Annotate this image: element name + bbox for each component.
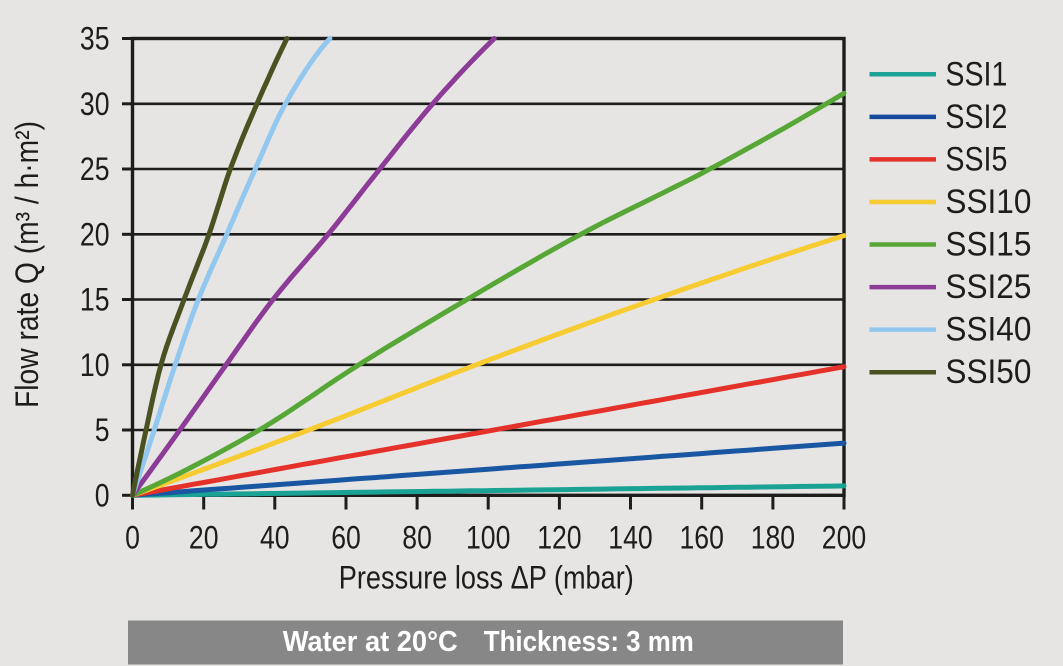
svg-text:35: 35 xyxy=(80,21,110,57)
svg-text:100: 100 xyxy=(466,520,510,556)
svg-text:60: 60 xyxy=(331,520,361,556)
svg-text:Flow rate Q (m³ / h·m²): Flow rate Q (m³ / h·m²) xyxy=(9,121,45,408)
svg-text:10: 10 xyxy=(80,347,110,383)
svg-text:SSI1: SSI1 xyxy=(945,55,1007,93)
svg-text:SSI10: SSI10 xyxy=(945,183,1031,221)
svg-text:20: 20 xyxy=(80,217,110,253)
svg-text:Water at 20°C: Water at 20°C xyxy=(283,626,458,658)
svg-text:SSI25: SSI25 xyxy=(945,268,1031,306)
svg-text:0: 0 xyxy=(125,520,140,556)
svg-text:25: 25 xyxy=(80,151,110,187)
svg-text:SSI5: SSI5 xyxy=(945,140,1007,178)
svg-text:SSI2: SSI2 xyxy=(945,98,1007,136)
svg-text:SSI50: SSI50 xyxy=(945,353,1031,391)
svg-text:80: 80 xyxy=(402,520,432,556)
svg-text:120: 120 xyxy=(537,520,581,556)
svg-text:15: 15 xyxy=(80,282,110,318)
svg-text:160: 160 xyxy=(680,520,724,556)
svg-text:180: 180 xyxy=(751,520,795,556)
svg-text:5: 5 xyxy=(95,412,110,448)
svg-text:200: 200 xyxy=(822,520,866,556)
svg-text:30: 30 xyxy=(80,86,110,122)
svg-text:40: 40 xyxy=(260,520,290,556)
svg-text:SSI40: SSI40 xyxy=(945,311,1031,349)
svg-text:140: 140 xyxy=(608,520,652,556)
svg-text:Thickness: 3 mm: Thickness: 3 mm xyxy=(484,626,694,658)
svg-text:0: 0 xyxy=(95,478,110,514)
svg-text:20: 20 xyxy=(189,520,219,556)
svg-text:Pressure loss ΔP (mbar): Pressure loss ΔP (mbar) xyxy=(339,559,634,595)
svg-text:SSI15: SSI15 xyxy=(945,226,1031,264)
